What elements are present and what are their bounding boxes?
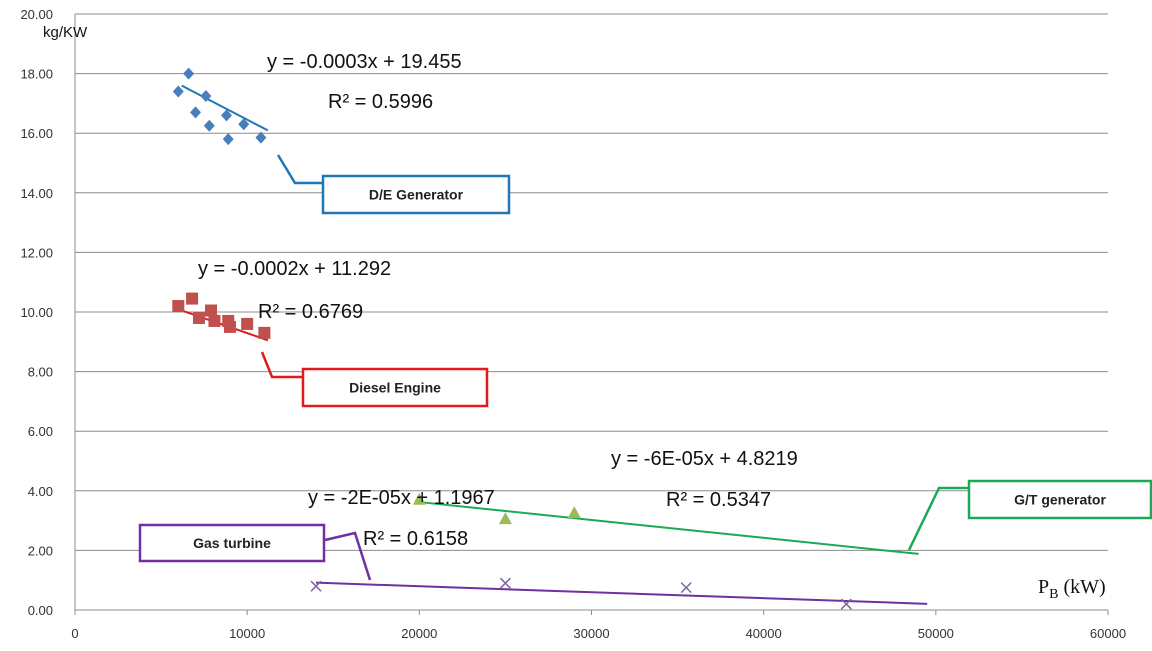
g-t-generator-equation: y = -6E-05x + 4.8219 [611, 448, 798, 470]
d-e-generator-point [190, 106, 202, 119]
diesel-engine-equation: y = -0.0002x + 11.292 [198, 258, 391, 280]
gas-turbine-point [680, 582, 692, 594]
d-e-generator-r-squared: R² = 0.5996 [328, 91, 433, 113]
d-e-generator-label-box [321, 174, 511, 215]
y-tick-label: 14.00 [20, 186, 53, 201]
d-e-generator-point [203, 119, 215, 132]
diesel-engine-point [172, 300, 185, 313]
y-tick-label: 16.00 [20, 126, 53, 141]
y-tick-label: 4.00 [28, 484, 53, 499]
x-tick-label: 60000 [1090, 626, 1126, 641]
gas-turbine-leader-line [324, 531, 372, 581]
diesel-engine-label-box [301, 367, 489, 408]
gas-turbine-trendline [315, 581, 928, 605]
gas-turbine-label: Gas turbine [193, 535, 271, 551]
x-tick-label: 30000 [573, 626, 609, 641]
g-t-generator-point [567, 506, 581, 519]
d-e-generator-trendline [181, 84, 269, 132]
gas-turbine-label-box [138, 523, 326, 563]
gas-turbine-equation: y = -2E-05x + 1.1967 [308, 487, 495, 509]
y-tick-label: 10.00 [20, 305, 53, 320]
y-tick-label: 8.00 [28, 365, 53, 380]
x-tick-label: 40000 [746, 626, 782, 641]
x-tick-label: 0 [71, 626, 78, 641]
g-t-generator-point [498, 512, 512, 525]
x-axis-label-main: P [1038, 576, 1049, 598]
trend-equations: y = -0.0003x + 19.455 R² = 0.5996 y = -0.0… [198, 51, 798, 550]
gas-turbine-point [310, 580, 322, 592]
gas-turbine-point [499, 577, 511, 589]
y-tick-label: 20.00 [20, 7, 53, 22]
diesel-engine-label: Diesel Engine [349, 380, 441, 396]
diesel-engine-point [205, 304, 218, 317]
d-e-generator-point [221, 109, 233, 122]
data-points [172, 67, 852, 610]
gas-turbine-point-stroke [499, 577, 511, 589]
diesel-engine-point [208, 314, 221, 327]
d-e-generator-label: D/E Generator [369, 187, 464, 203]
x-axis-label-subscript: B [1049, 587, 1058, 602]
d-e-generator-point [255, 131, 267, 144]
y-tick-label: 2.00 [28, 543, 53, 558]
d-e-generator-point [222, 133, 234, 146]
d-e-generator-equation: y = -0.0003x + 19.455 [267, 51, 462, 73]
diesel-engine-r-squared: R² = 0.6769 [258, 301, 363, 323]
d-e-generator-point [183, 67, 195, 80]
series-callouts: D/E Generator Diesel Engine G/T generator G… [138, 154, 1152, 581]
diesel-engine-point [241, 317, 254, 330]
x-tick-label: 50000 [918, 626, 954, 641]
g-t-generator-label-box [967, 479, 1152, 520]
d-e-generator-point [200, 89, 212, 102]
g-t-generator-r-squared: R² = 0.5347 [666, 489, 771, 511]
diesel-engine-point [186, 292, 199, 305]
x-tick-label: 10000 [229, 626, 265, 641]
gas-turbine-point [840, 598, 852, 610]
g-t-generator-label: G/T generator [1014, 492, 1106, 508]
g-t-generator-leader-line [907, 486, 969, 551]
gas-turbine-point-stroke [840, 598, 852, 610]
y-tick-labels: 0.00 2.00 4.00 6.00 8.00 10.00 12.00 14.00 16.00… [20, 7, 53, 618]
y-tick-label: 18.00 [20, 67, 53, 82]
gridlines [75, 13, 1108, 551]
g-t-generator-point [412, 492, 426, 505]
axes [74, 14, 1109, 615]
x-axis-label-unit: (kW) [1058, 576, 1105, 598]
x-axis-label: PB (kW) [1038, 576, 1106, 602]
x-tick-labels: 0 10000 20000 30000 40000 50000 60000 [71, 626, 1126, 641]
gas-turbine-r-squared: R² = 0.6158 [363, 528, 468, 550]
y-tick-label: 6.00 [28, 424, 53, 439]
g-t-generator-trendline [419, 501, 919, 555]
x-tick-label: 20000 [401, 626, 437, 641]
d-e-generator-leader-line [276, 154, 323, 185]
diesel-engine-leader-line [260, 351, 303, 379]
diesel-engine-point [258, 326, 271, 339]
d-e-generator-point [172, 85, 184, 98]
d-e-generator-point [238, 118, 250, 131]
gas-turbine-point-stroke [680, 582, 692, 594]
diesel-engine-point [223, 320, 236, 333]
y-tick-label: 12.00 [20, 245, 53, 260]
gas-turbine-point-stroke [310, 580, 322, 592]
y-axis-label: kg/KW [43, 24, 88, 41]
diesel-engine-point [192, 311, 205, 324]
y-tick-label: 0.00 [28, 603, 53, 618]
